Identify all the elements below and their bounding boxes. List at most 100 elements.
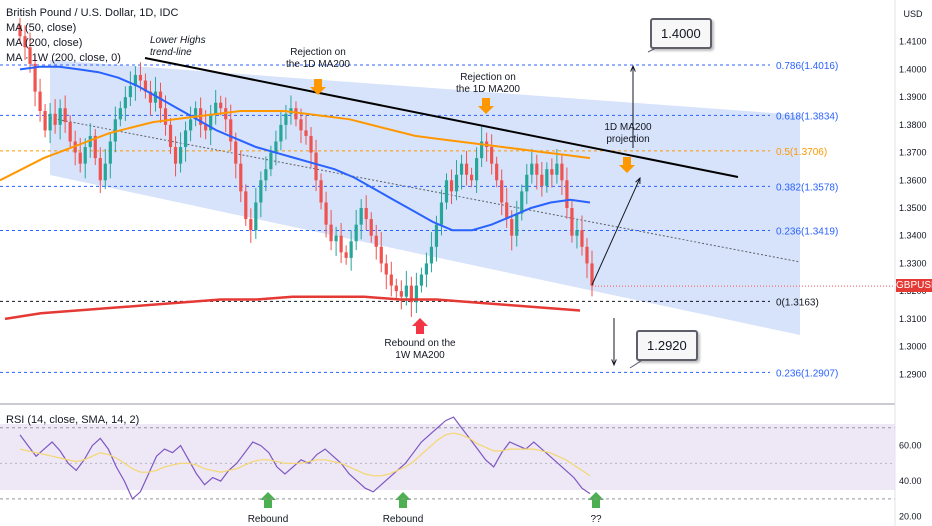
candle-body — [454, 174, 459, 192]
rsi-rebound-arrow — [395, 492, 411, 508]
candle-body — [68, 122, 72, 142]
candle-body — [118, 108, 122, 120]
candle-body — [480, 141, 484, 159]
candle-body — [474, 158, 479, 181]
candle-body — [329, 224, 333, 242]
candle-body — [389, 274, 393, 286]
candle-body — [83, 147, 87, 164]
candle-body — [219, 102, 223, 109]
target-down-arrow-head — [611, 359, 617, 367]
rebound-ma-label: Rebound on the — [384, 338, 456, 349]
candle-body — [394, 285, 398, 292]
candle-body — [78, 152, 82, 164]
fib-label: 0.786(1.4016) — [776, 61, 838, 72]
candle-body — [344, 252, 348, 258]
candle-body — [309, 135, 313, 153]
price-tick-label: 1.3000 — [899, 342, 927, 352]
candle-body — [143, 80, 148, 92]
price-tick-label: 1.3600 — [899, 175, 927, 185]
candle-body — [490, 147, 494, 164]
candle-body — [429, 246, 434, 264]
candle-body — [414, 285, 418, 303]
candle-body — [148, 91, 153, 103]
candle-body — [570, 208, 574, 236]
moving-averages — [0, 65, 591, 321]
fib-label: 0(1.3163) — [776, 297, 819, 308]
candle-body — [530, 163, 534, 175]
ma50-line — [19, 65, 591, 232]
price-tick-label: 1.3400 — [899, 231, 927, 241]
rsi-legend[interactable]: RSI (14, close, SMA, 14, 2) — [6, 414, 140, 426]
candle-body — [33, 63, 37, 92]
rsi-ma-line — [19, 432, 591, 477]
candle-body — [319, 180, 323, 203]
projection-up-arrow — [591, 177, 641, 286]
candle-body — [28, 47, 32, 64]
candle-body — [495, 163, 499, 181]
candle-body — [424, 263, 429, 275]
rebound-ma-label: 1W MA200 — [395, 350, 445, 361]
candle-body — [439, 202, 444, 225]
legend-ma200[interactable]: MA (200, close) — [6, 37, 83, 49]
chart-title[interactable]: British Pound / U.S. Dollar, 1D, IDC — [6, 7, 179, 19]
candle-body — [444, 180, 449, 203]
price-axis[interactable]: USD 1.4100 1.4000 1.3900 1.3800 1.3700 1.3600 1… — [894, 0, 932, 526]
candle-body — [254, 202, 258, 231]
rsi-line — [19, 416, 591, 500]
price-tick-label: 1.3800 — [899, 120, 927, 130]
candle-body — [48, 113, 52, 131]
symbol-label: GBPUSD — [896, 280, 932, 292]
rejection-arrow-1 — [310, 79, 326, 95]
candle-body — [264, 169, 268, 181]
candle-body — [158, 91, 163, 109]
candle-body — [194, 108, 198, 120]
candle-body — [419, 274, 424, 286]
candle-body — [324, 202, 328, 225]
candle-body — [123, 97, 127, 109]
candle-body — [188, 119, 193, 131]
lower-highs-label: trend-line — [150, 47, 192, 58]
target-up-arrow-head — [630, 64, 636, 72]
legend-ma50[interactable]: MA (50, close) — [6, 22, 77, 34]
candle-body — [128, 86, 132, 98]
chart-legend: British Pound / U.S. Dollar, 1D, IDC MA … — [6, 6, 178, 66]
price-tick-label: 1.3900 — [899, 92, 927, 102]
fib-label: 0.5(1.3706) — [776, 147, 827, 158]
candle-body — [108, 141, 112, 164]
candle-body — [334, 235, 338, 242]
candle-body — [63, 108, 67, 123]
price-tick-label: 1.3500 — [899, 203, 927, 213]
candle-body — [138, 74, 143, 81]
projection-label: projection — [606, 134, 649, 145]
candle-body — [173, 147, 178, 164]
rsi-pane: Rebound Rebound?? — [0, 416, 895, 525]
rsi-rebound-label: ?? — [590, 514, 602, 525]
ma200-line — [0, 110, 591, 182]
rebound-arrow — [412, 318, 428, 334]
candle-body — [183, 130, 188, 148]
candle-body — [98, 158, 102, 181]
price-tick-label: 1.4100 — [899, 37, 927, 47]
candle-body — [249, 219, 253, 231]
candle-body — [469, 174, 474, 181]
rejection-label-1: the 1D MA200 — [286, 59, 350, 70]
candle-body — [560, 163, 564, 181]
candle-body — [168, 124, 173, 148]
candle-body — [520, 191, 524, 214]
candle-body — [178, 147, 183, 164]
legend-ma1w[interactable]: MA · 1W (200, close, 0) — [6, 52, 121, 64]
candle-body — [585, 246, 589, 264]
candle-body — [580, 230, 584, 247]
fibonacci-levels: 0.786(1.4016) 0.618(1.3834) 0.5(1.3706) 0.3… — [0, 61, 838, 379]
fib-label: 0.618(1.3834) — [776, 111, 838, 122]
lower-highs-trendline — [144, 57, 739, 178]
candle-body — [449, 180, 454, 192]
target-up-callout: 1.4000 — [650, 18, 712, 49]
price-tag-symbol: GBPUSD — [896, 279, 932, 293]
candle-body — [359, 208, 363, 225]
candle-body — [43, 111, 47, 131]
projection-up-arrow-head — [635, 176, 641, 185]
rejection-label-1: Rejection on — [290, 47, 346, 58]
rsi-rebound-label: Rebound — [248, 514, 289, 525]
